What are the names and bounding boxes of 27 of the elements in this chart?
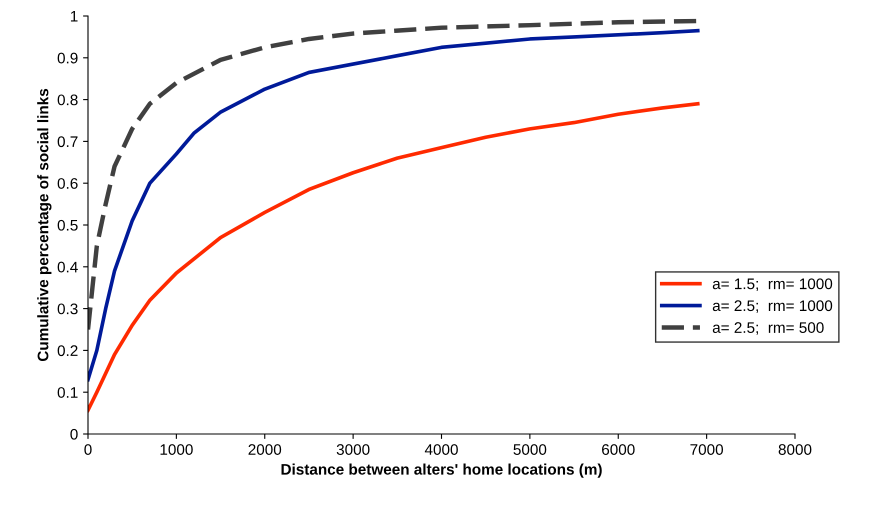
y-tick-label: 0.5 bbox=[58, 220, 78, 231]
y-tick-label: 0.2 bbox=[58, 345, 78, 356]
y-tick-label: 0.9 bbox=[58, 52, 78, 64]
x-tick-label: 0 bbox=[84, 444, 92, 455]
x-tick-label: 3000 bbox=[336, 444, 370, 455]
legend-label: a= 2.5; rm= 1000 bbox=[712, 300, 832, 313]
legend-label: a= 1.5; rm= 1000 bbox=[712, 278, 832, 292]
x-tick-label: 2000 bbox=[248, 444, 282, 455]
x-tick-label: 7000 bbox=[690, 444, 724, 455]
x-tick-label: 8000 bbox=[778, 444, 812, 455]
y-tick-label: 0.7 bbox=[58, 136, 78, 148]
x-tick-label: 4000 bbox=[424, 444, 458, 455]
x-axis-title: Distance between alters' home locations (m) bbox=[282, 464, 602, 478]
y-tick-label: 0.4 bbox=[58, 262, 78, 272]
x-tick-label: 1000 bbox=[160, 444, 193, 455]
line-series bbox=[88, 28, 700, 382]
legend-label: a= 2.5; rm= 500 bbox=[712, 322, 824, 335]
line-series bbox=[88, 102, 700, 412]
y-tick-label: 0.8 bbox=[58, 94, 78, 106]
y-tick-label: 1 bbox=[70, 11, 78, 22]
x-tick-label: 6000 bbox=[602, 444, 635, 455]
y-tick-label: 0.6 bbox=[58, 178, 78, 189]
x-tick-label: 5000 bbox=[513, 444, 546, 455]
y-axis-title: Cumulative percentage of social links bbox=[37, 88, 52, 362]
y-tick-label: 0 bbox=[70, 428, 78, 440]
y-tick-label: 0.1 bbox=[58, 387, 78, 398]
y-tick-label: 0.3 bbox=[58, 303, 78, 314]
